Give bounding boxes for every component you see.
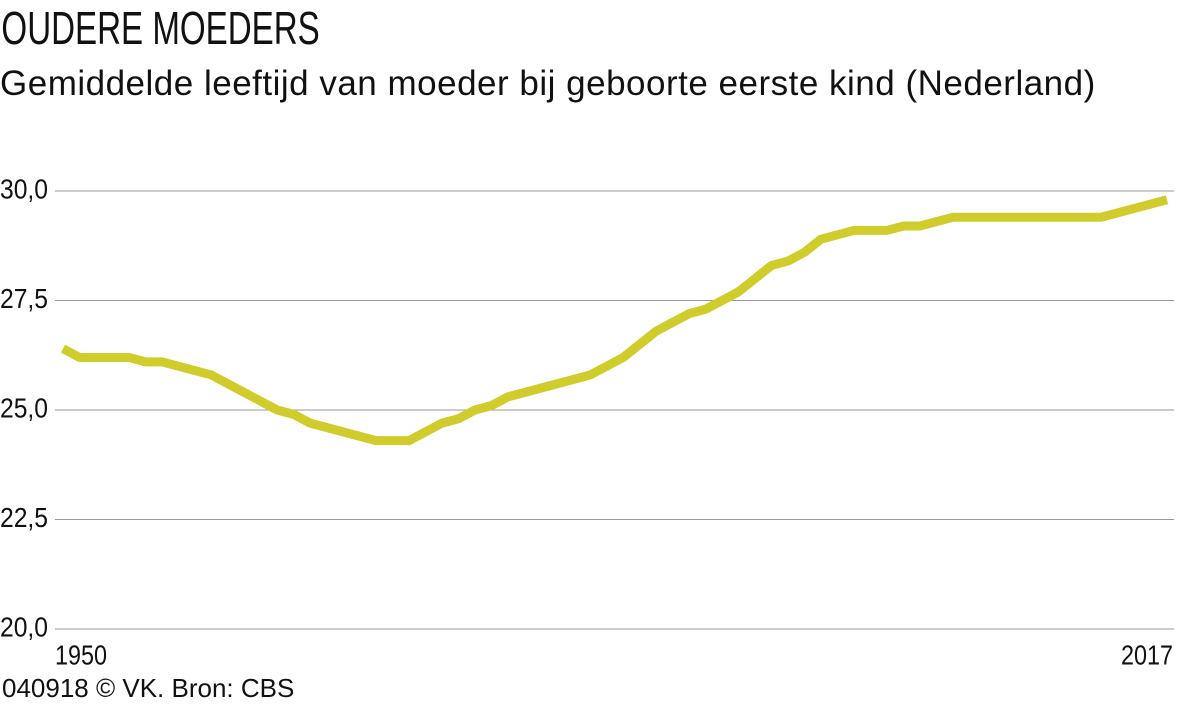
chart-subtitle: Gemiddelde leeftijd van moeder bij geboo… xyxy=(0,64,1096,103)
chart-title: OUDERE MOEDERS xyxy=(1,4,319,54)
x-tick-label: 1950 xyxy=(55,639,107,670)
y-tick-label: 20,0 xyxy=(0,611,48,642)
y-tick-label: 25,0 xyxy=(0,392,48,423)
source: 040918 © VK. Bron: CBS xyxy=(2,673,294,703)
y-tick-label: 22,5 xyxy=(0,502,48,533)
data-line xyxy=(60,195,1169,446)
y-tick-label: 30,0 xyxy=(0,173,48,204)
x-tick-label: 2017 xyxy=(1121,639,1173,670)
y-tick-label: 27,5 xyxy=(0,283,48,314)
subtitle-box: Gemiddelde leeftijd van moeder bij geboo… xyxy=(0,64,1096,103)
